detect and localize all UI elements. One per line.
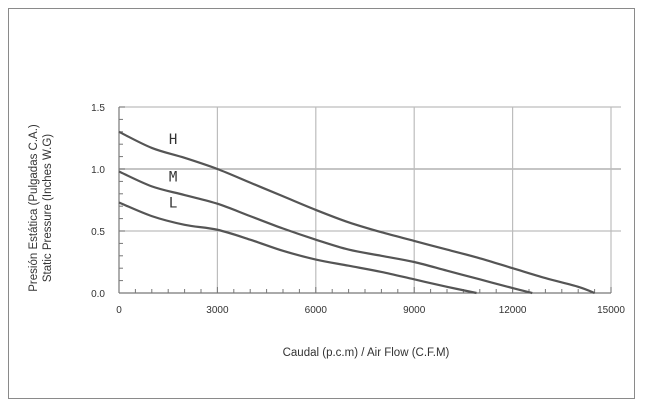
x-tick-label: 12000 <box>499 305 527 316</box>
x-tick-label: 6000 <box>305 305 328 316</box>
curve-label-H: H <box>169 132 177 148</box>
grid-lines <box>119 106 621 293</box>
y-axis-title-line-1: Presión Estática (Pulgadas C.A.) <box>28 124 40 292</box>
x-tick-label: 15000 <box>597 305 625 316</box>
y-axis-title: Presión Estática (Pulgadas C.A.) Static … <box>28 124 54 292</box>
tick-labels: 0 3000 6000 9000 12000 15000 0.0 0.5 1.0 1.5 <box>91 103 625 316</box>
x-tick-label: 3000 <box>206 305 229 316</box>
curve-label-M: M <box>169 169 177 185</box>
axes <box>118 106 612 294</box>
y-axis-title-line-2: Static Pressure (Inches W.G) <box>42 134 54 282</box>
x-tick-label: 0 <box>116 305 122 316</box>
curves <box>118 130 596 295</box>
y-tick-label: 0.0 <box>91 289 105 300</box>
chart-frame <box>8 8 635 399</box>
curve-M <box>118 170 533 295</box>
curve-L <box>118 201 477 295</box>
curve-labels: H ML <box>169 132 177 211</box>
y-tick-label: 1.5 <box>91 103 105 114</box>
y-tick-label: 0.5 <box>91 227 105 238</box>
x-tick-label: 9000 <box>403 305 426 316</box>
curve-label-L: L <box>169 195 177 211</box>
x-axis-title: Caudal (p.c.m) / Air Flow (C.F.M) <box>283 347 450 359</box>
curve-H <box>118 130 596 295</box>
y-tick-label: 1.0 <box>91 165 105 176</box>
